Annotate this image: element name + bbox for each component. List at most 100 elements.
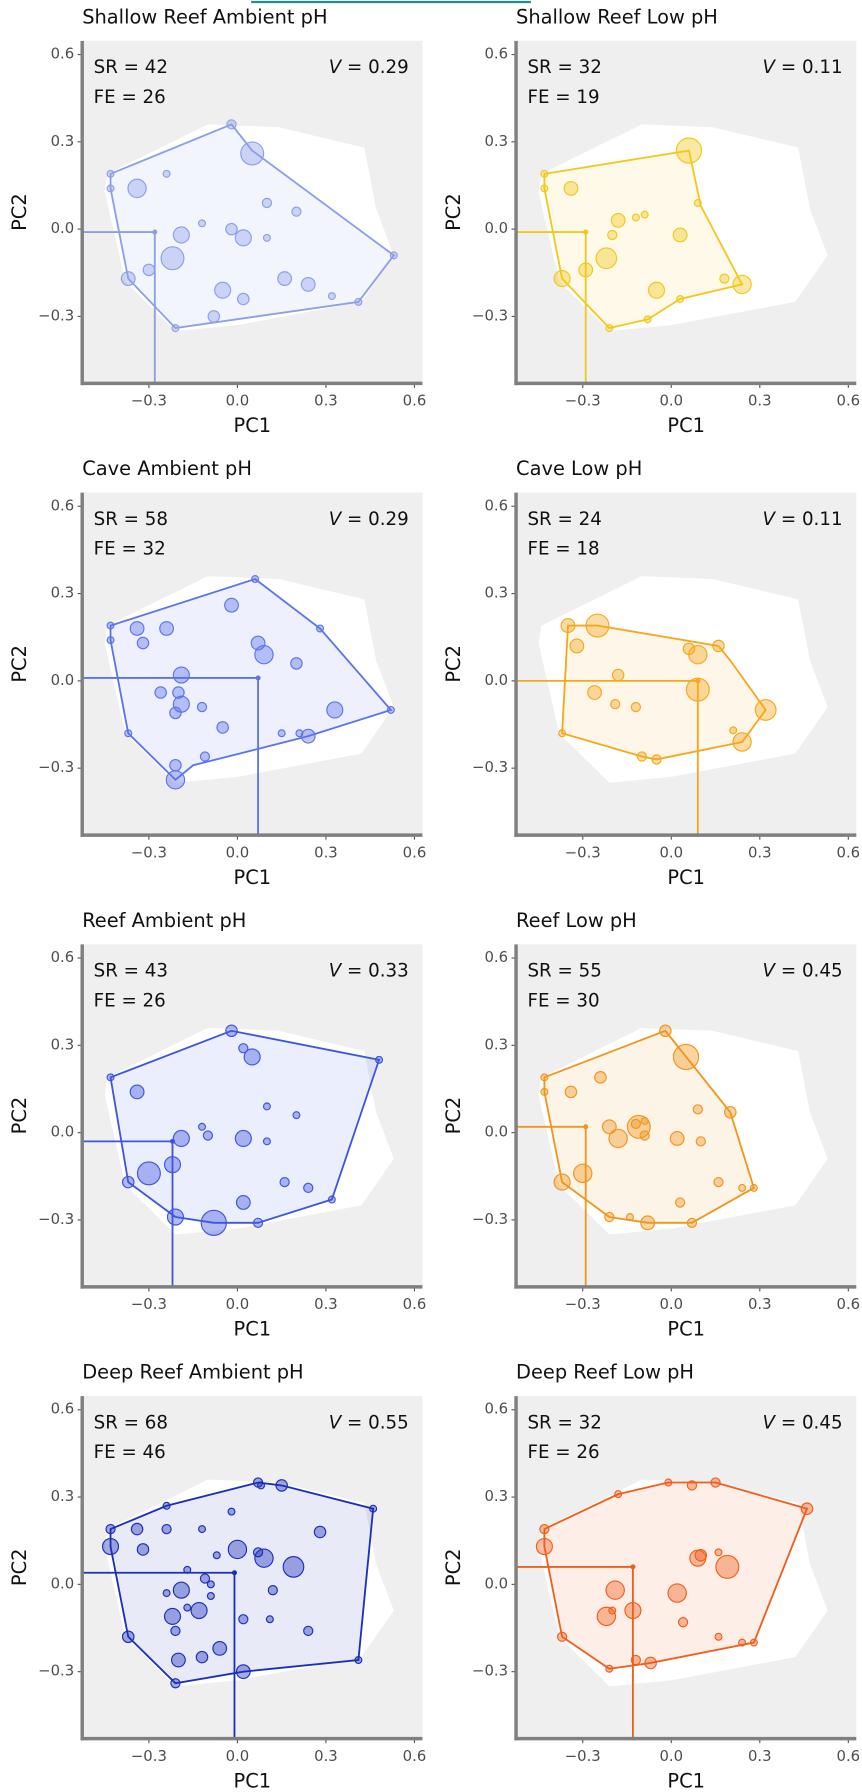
- point: [261, 197, 273, 209]
- point: [165, 770, 186, 790]
- point: [120, 271, 136, 287]
- x-tick-label: 0.0: [659, 1748, 683, 1765]
- point: [105, 1523, 116, 1535]
- panel-title: Shallow Reef Low pH: [516, 6, 718, 29]
- point: [640, 210, 649, 219]
- x-tick-label: −0.3: [131, 393, 167, 410]
- annotation: FE = 26: [94, 990, 166, 1011]
- point: [732, 274, 752, 295]
- y-tick-label: 0.3: [51, 1488, 75, 1505]
- point: [715, 1554, 740, 1579]
- annotation-value: = 0.33: [341, 961, 409, 982]
- point: [129, 621, 145, 636]
- annotation: FE = 19: [527, 87, 599, 108]
- x-tick-label: −0.3: [131, 844, 167, 861]
- y-axis-label: PC2: [8, 645, 31, 683]
- point: [224, 597, 239, 613]
- annotation: V = 0.45: [763, 1412, 843, 1433]
- y-tick-label: −0.3: [38, 307, 74, 324]
- point: [585, 613, 610, 638]
- y-tick-label: 0.0: [51, 220, 75, 237]
- x-tick-label: 0.3: [748, 1748, 772, 1765]
- point: [614, 1490, 623, 1499]
- point: [195, 1650, 209, 1664]
- x-tick-label: 0.0: [226, 1296, 250, 1313]
- point: [724, 1105, 737, 1119]
- panel: Reef Ambient pH −0.3 0.0 0.3 0.6 −0.3 0.0 0.3 0.…: [8, 909, 426, 1341]
- y-tick-label: −0.3: [472, 759, 508, 776]
- point: [738, 1183, 747, 1192]
- y-tick-label: 0.0: [51, 1124, 75, 1141]
- point: [326, 701, 344, 719]
- point: [172, 1129, 190, 1148]
- point: [669, 1131, 685, 1146]
- point: [713, 1176, 724, 1188]
- point: [303, 1625, 314, 1637]
- centroid: [152, 229, 158, 235]
- point: [198, 1525, 207, 1534]
- point: [234, 229, 252, 247]
- point: [626, 1114, 651, 1139]
- point: [386, 705, 395, 714]
- panel: Cave Low pH −0.3 0.0 0.3 0.6 −0.3 0.0 0.3 0.6 SR …: [442, 457, 860, 889]
- point: [234, 1129, 252, 1148]
- point: [553, 1173, 571, 1191]
- point: [262, 1137, 271, 1146]
- y-tick-label: 0.6: [484, 497, 508, 514]
- y-tick-label: −0.3: [38, 1211, 74, 1228]
- y-tick-label: 0.3: [51, 133, 75, 150]
- point: [227, 1539, 248, 1560]
- point: [676, 294, 685, 303]
- panel-title: Reef Ambient pH: [82, 909, 246, 932]
- panel: Shallow Reef Low pH −0.3 0.0 0.3 0.6 −0.3 0.0 0…: [442, 6, 860, 438]
- point: [136, 1543, 150, 1556]
- annotation: SR = 24: [527, 509, 601, 530]
- point: [199, 751, 211, 762]
- y-tick-label: 0.3: [51, 585, 75, 602]
- point: [389, 251, 398, 260]
- annotation: V = 0.55: [329, 1412, 409, 1433]
- point: [605, 324, 614, 333]
- point: [169, 706, 182, 720]
- point: [738, 1638, 747, 1647]
- x-axis-label: PC1: [234, 1318, 272, 1341]
- panel: Deep Reef Ambient pH −0.3 0.0 0.3 0.6 −0.3 0.0…: [8, 1361, 426, 1792]
- panel-title: Cave Ambient pH: [82, 457, 252, 480]
- point: [694, 1548, 708, 1562]
- x-tick-label: 0.0: [226, 844, 250, 861]
- x-axis-label: PC1: [234, 866, 272, 889]
- panel: Deep Reef Low pH −0.3 0.0 0.3 0.6 −0.3 0.0 0.3 0…: [442, 1361, 860, 1792]
- x-axis-label: PC1: [667, 1769, 705, 1792]
- y-tick-label: 0.0: [484, 220, 508, 237]
- centroid: [630, 1564, 636, 1570]
- x-tick-label: 0.3: [314, 1296, 338, 1313]
- point: [375, 1055, 384, 1064]
- point: [692, 1104, 703, 1115]
- annotation-symbol: V: [329, 57, 343, 78]
- annotation-value: = 0.29: [341, 509, 409, 530]
- y-axis-label: PC2: [8, 1549, 31, 1587]
- point: [712, 639, 725, 653]
- point: [300, 277, 316, 292]
- point: [124, 729, 133, 738]
- x-tick-label: −0.3: [565, 1748, 601, 1765]
- point: [631, 213, 640, 222]
- y-tick-label: 0.3: [484, 133, 508, 150]
- y-tick-label: −0.3: [472, 1211, 508, 1228]
- point: [207, 310, 221, 323]
- x-tick-label: −0.3: [131, 1748, 167, 1765]
- point: [275, 1479, 288, 1492]
- point: [677, 1617, 689, 1628]
- y-tick-label: 0.0: [51, 1575, 75, 1592]
- point: [121, 1175, 135, 1189]
- point: [644, 1656, 657, 1670]
- point: [252, 1217, 264, 1228]
- point: [595, 247, 618, 270]
- annotation: FE = 26: [94, 87, 166, 108]
- point: [535, 1537, 553, 1556]
- annotation-symbol: V: [763, 961, 777, 982]
- point: [277, 271, 293, 287]
- convex-hull: [109, 578, 393, 782]
